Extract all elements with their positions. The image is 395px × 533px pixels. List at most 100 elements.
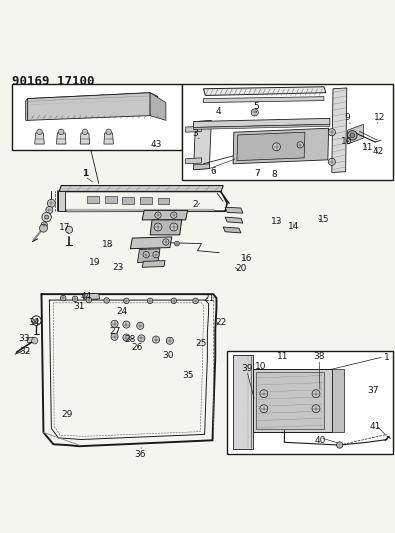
Circle shape — [154, 223, 162, 231]
Text: 30: 30 — [162, 351, 174, 360]
Circle shape — [171, 212, 177, 219]
Polygon shape — [203, 87, 326, 95]
Circle shape — [124, 298, 129, 304]
Circle shape — [312, 405, 320, 413]
Polygon shape — [233, 356, 253, 449]
Polygon shape — [233, 128, 329, 164]
Circle shape — [260, 390, 268, 398]
Text: 39: 39 — [241, 364, 253, 373]
Circle shape — [170, 223, 178, 231]
Circle shape — [260, 405, 268, 413]
Text: 1: 1 — [384, 353, 390, 362]
Polygon shape — [203, 96, 324, 102]
Polygon shape — [194, 120, 211, 169]
Circle shape — [350, 133, 355, 138]
Polygon shape — [59, 185, 223, 191]
Polygon shape — [194, 124, 330, 130]
Polygon shape — [237, 132, 305, 160]
Circle shape — [297, 142, 303, 148]
Circle shape — [147, 298, 153, 304]
Polygon shape — [80, 133, 90, 144]
Bar — [12, 84, 182, 150]
Text: 27: 27 — [109, 327, 120, 336]
Text: 43: 43 — [150, 140, 162, 149]
Polygon shape — [256, 373, 324, 429]
Text: 34: 34 — [28, 318, 39, 327]
Circle shape — [175, 241, 179, 246]
Text: 23: 23 — [113, 263, 124, 272]
Text: 19: 19 — [89, 258, 101, 267]
Polygon shape — [194, 118, 330, 127]
Text: 8: 8 — [272, 170, 277, 179]
Circle shape — [153, 252, 159, 258]
Polygon shape — [28, 93, 150, 120]
Polygon shape — [225, 207, 243, 213]
Text: 20: 20 — [235, 264, 246, 273]
Polygon shape — [186, 126, 201, 132]
Circle shape — [40, 224, 47, 232]
Text: 21: 21 — [204, 294, 215, 303]
Text: 26: 26 — [132, 343, 143, 352]
Polygon shape — [223, 227, 241, 233]
Circle shape — [106, 129, 111, 134]
Polygon shape — [137, 249, 160, 263]
Text: 12: 12 — [374, 114, 386, 123]
Circle shape — [66, 226, 73, 233]
Text: 1: 1 — [82, 169, 88, 178]
Text: 25: 25 — [196, 339, 207, 348]
Text: 11: 11 — [276, 352, 288, 361]
Circle shape — [37, 129, 42, 134]
Circle shape — [273, 143, 280, 151]
Polygon shape — [142, 261, 165, 267]
Text: 90169 17100: 90169 17100 — [12, 75, 94, 88]
Polygon shape — [26, 99, 28, 120]
Text: 31: 31 — [73, 302, 85, 311]
Text: 17: 17 — [59, 223, 71, 232]
Circle shape — [32, 337, 38, 344]
Text: 14: 14 — [288, 222, 299, 231]
Text: 15: 15 — [318, 215, 330, 224]
Text: 5: 5 — [253, 102, 259, 111]
Text: 41: 41 — [370, 422, 381, 431]
Polygon shape — [158, 198, 169, 205]
Polygon shape — [332, 88, 347, 173]
Circle shape — [34, 319, 38, 322]
Polygon shape — [140, 197, 152, 204]
Circle shape — [337, 442, 343, 448]
Text: 11: 11 — [361, 143, 373, 152]
Bar — [182, 84, 393, 180]
Circle shape — [82, 129, 88, 134]
Circle shape — [86, 297, 92, 303]
Text: 3: 3 — [193, 130, 198, 138]
Polygon shape — [122, 197, 134, 204]
Text: 18: 18 — [102, 240, 114, 249]
Circle shape — [138, 335, 145, 342]
Circle shape — [60, 295, 66, 301]
Text: 13: 13 — [271, 217, 282, 227]
Circle shape — [41, 222, 47, 228]
Bar — [227, 351, 393, 454]
Polygon shape — [105, 196, 117, 203]
Text: 38: 38 — [313, 352, 325, 361]
Polygon shape — [35, 133, 44, 144]
Polygon shape — [348, 124, 363, 144]
Circle shape — [137, 322, 144, 329]
Text: 35: 35 — [182, 370, 194, 379]
Text: 9: 9 — [345, 114, 350, 123]
Circle shape — [312, 390, 320, 398]
Circle shape — [111, 320, 118, 327]
Polygon shape — [130, 237, 172, 249]
Circle shape — [163, 239, 169, 245]
Text: 22: 22 — [216, 318, 227, 327]
Circle shape — [152, 336, 160, 343]
Text: 16: 16 — [241, 254, 253, 263]
Polygon shape — [66, 209, 215, 212]
Polygon shape — [150, 93, 166, 120]
Text: 6: 6 — [211, 167, 216, 176]
Circle shape — [328, 128, 335, 136]
Circle shape — [171, 298, 177, 304]
Text: 10: 10 — [341, 137, 353, 146]
Text: 42: 42 — [373, 148, 384, 157]
Circle shape — [45, 215, 49, 219]
Circle shape — [58, 129, 64, 134]
